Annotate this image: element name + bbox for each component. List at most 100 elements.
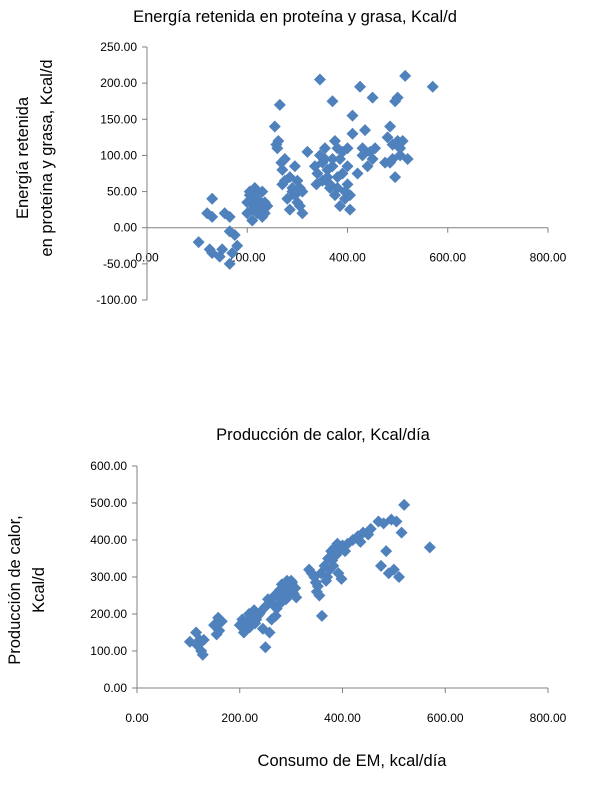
- data-point: [361, 160, 374, 173]
- y-tick-label: 0.00: [104, 681, 128, 695]
- data-point: [399, 69, 412, 82]
- y-tick-label: 100.00: [100, 148, 137, 162]
- chart-2: Producción de calor, Kcal/día Producción…: [6, 426, 567, 770]
- y-tick-label: 200.00: [100, 76, 137, 90]
- data-point: [351, 167, 364, 180]
- chart-2-points: [183, 498, 436, 661]
- data-point: [301, 145, 314, 158]
- x-tick-label: 600.00: [427, 711, 464, 725]
- data-point: [223, 210, 236, 223]
- data-point: [313, 73, 326, 86]
- data-point: [393, 571, 406, 583]
- data-point: [206, 210, 219, 223]
- x-tick-label: 400.00: [329, 251, 366, 265]
- data-point: [375, 559, 388, 572]
- data-point: [336, 167, 349, 180]
- chart-2-ylabel-line2: Kcal/d: [30, 567, 48, 613]
- data-point: [226, 247, 239, 260]
- data-point: [344, 189, 357, 202]
- data-point: [261, 200, 274, 213]
- data-point: [259, 641, 272, 654]
- chart-1-xticks: 0.00 200.00 400.00 600.00 800.00: [135, 227, 567, 265]
- data-point: [327, 559, 340, 572]
- x-tick-label: 0.00: [125, 711, 149, 725]
- data-point: [296, 185, 309, 198]
- chart-2-yticks: 600.00 500.00 400.00 300.00 200.00 100.00 0.00: [90, 459, 137, 695]
- y-tick-label: 150.00: [100, 112, 137, 126]
- data-point: [326, 95, 339, 108]
- data-point: [213, 624, 226, 637]
- chart-2-title: Producción de calor, Kcal/día: [216, 426, 431, 444]
- data-point: [390, 515, 403, 528]
- y-tick-label: 600.00: [90, 459, 127, 473]
- data-point: [197, 633, 210, 646]
- x-tick-label: 400.00: [324, 711, 361, 725]
- chart-2-ylabel-line1: Producción de calor,: [6, 515, 24, 665]
- data-point: [344, 203, 357, 216]
- chart-1: Energía retenida en proteína y grasa, Kc…: [14, 8, 567, 307]
- data-point: [323, 181, 336, 194]
- data-point: [192, 236, 205, 249]
- data-point: [423, 541, 436, 554]
- data-point: [313, 589, 326, 602]
- data-point: [398, 498, 411, 511]
- data-point: [354, 535, 367, 548]
- x-tick-label: 200.00: [221, 711, 258, 725]
- chart-1-ylabel-line2: en proteína y grasa, Kcal/d: [38, 59, 56, 256]
- data-point: [387, 563, 400, 576]
- data-point: [223, 257, 236, 270]
- x-tick-label: 800.00: [530, 711, 567, 725]
- data-point: [289, 582, 302, 595]
- chart-1-title: Energía retenida en proteína y grasa, Kc…: [133, 8, 457, 26]
- data-point: [256, 185, 269, 198]
- data-point: [380, 545, 393, 558]
- y-tick-label: 250.00: [100, 40, 137, 54]
- data-point: [272, 134, 285, 147]
- chart-1-ylabel-line1: Energía retenida: [14, 96, 32, 219]
- data-point: [341, 160, 354, 173]
- data-point: [326, 160, 339, 173]
- data-point: [311, 580, 324, 593]
- y-tick-label: -100.00: [96, 293, 137, 307]
- data-point: [273, 98, 286, 111]
- data-point: [364, 522, 377, 535]
- data-point: [269, 609, 282, 622]
- data-point: [246, 214, 259, 227]
- data-point: [196, 648, 209, 661]
- data-point: [426, 80, 439, 93]
- data-point: [335, 572, 348, 585]
- data-point: [341, 178, 354, 191]
- y-tick-label: 200.00: [90, 607, 127, 621]
- data-point: [228, 228, 241, 241]
- data-point: [346, 127, 359, 140]
- data-point: [366, 91, 379, 104]
- data-point: [384, 120, 397, 133]
- data-point: [246, 203, 259, 216]
- y-tick-label: 100.00: [90, 644, 127, 658]
- x-tick-label: 600.00: [429, 251, 466, 265]
- data-point: [369, 142, 382, 155]
- data-point: [366, 153, 379, 166]
- y-tick-label: 500.00: [90, 496, 127, 510]
- chart-1-yticks: 250.00 200.00 150.00 100.00 50.00 0.00 -50.00 -…: [96, 40, 147, 307]
- data-point: [391, 91, 404, 104]
- data-point: [206, 192, 219, 205]
- chart-2-xticks: 0.00 200.00 400.00 600.00 800.00: [125, 688, 567, 725]
- data-point: [263, 626, 276, 639]
- data-point: [231, 239, 244, 252]
- x-tick-label: 800.00: [530, 251, 567, 265]
- y-tick-label: 400.00: [90, 533, 127, 547]
- data-point: [290, 591, 303, 604]
- data-point: [311, 167, 324, 180]
- data-point: [315, 609, 328, 622]
- data-point: [283, 203, 296, 216]
- y-tick-label: 300.00: [90, 570, 127, 584]
- y-tick-label: 0.00: [114, 221, 138, 235]
- data-point: [248, 604, 261, 617]
- data-point: [381, 131, 394, 144]
- y-tick-label: 50.00: [107, 185, 137, 199]
- data-point: [318, 153, 331, 166]
- data-point: [354, 80, 367, 93]
- data-point: [359, 124, 372, 137]
- data-point: [276, 163, 289, 176]
